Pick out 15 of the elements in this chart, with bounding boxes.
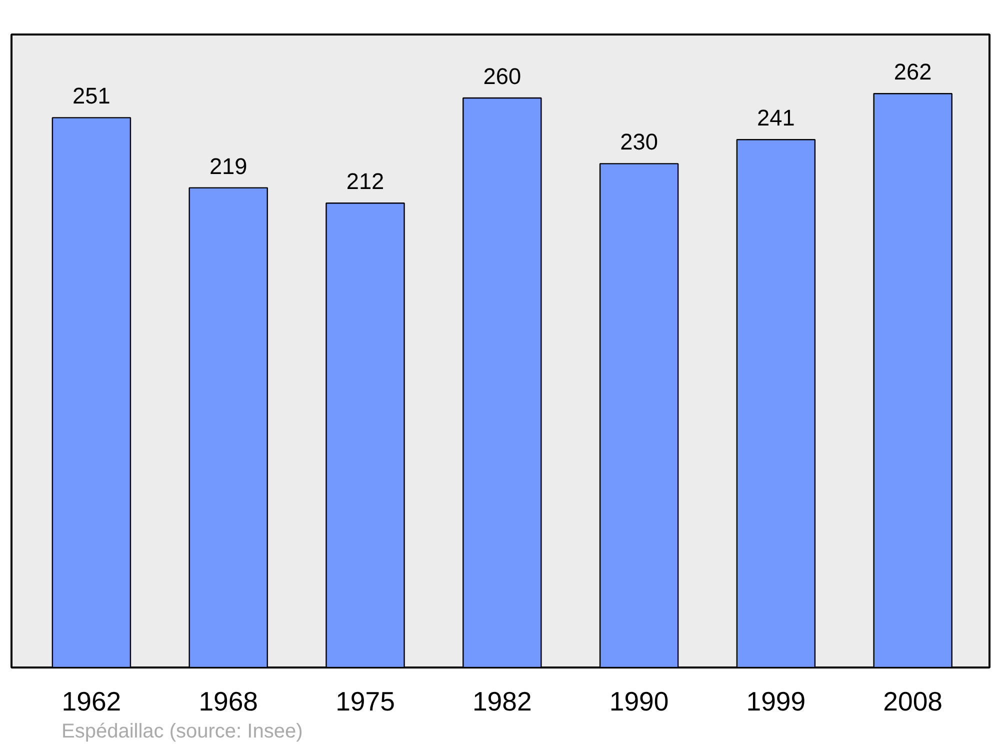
- data-label: 212: [346, 168, 384, 194]
- data-label: 241: [757, 104, 795, 131]
- x-tick-label: 1968: [198, 686, 258, 716]
- data-label: 219: [209, 152, 248, 179]
- data-label: 251: [72, 82, 110, 109]
- x-tick-label: 1962: [62, 686, 122, 716]
- data-label: 230: [620, 128, 658, 155]
- text: Espédaillac (source: Insee): [62, 720, 303, 742]
- x-tick-label: 2008: [883, 686, 942, 716]
- x-tick-label: 1990: [609, 686, 669, 716]
- x-tick-label: 1975: [336, 686, 395, 716]
- x-tick-label: 1999: [746, 686, 806, 716]
- data-label: 262: [894, 58, 932, 85]
- data-label: 260: [483, 62, 522, 89]
- x-tick-label: 1982: [472, 686, 532, 716]
